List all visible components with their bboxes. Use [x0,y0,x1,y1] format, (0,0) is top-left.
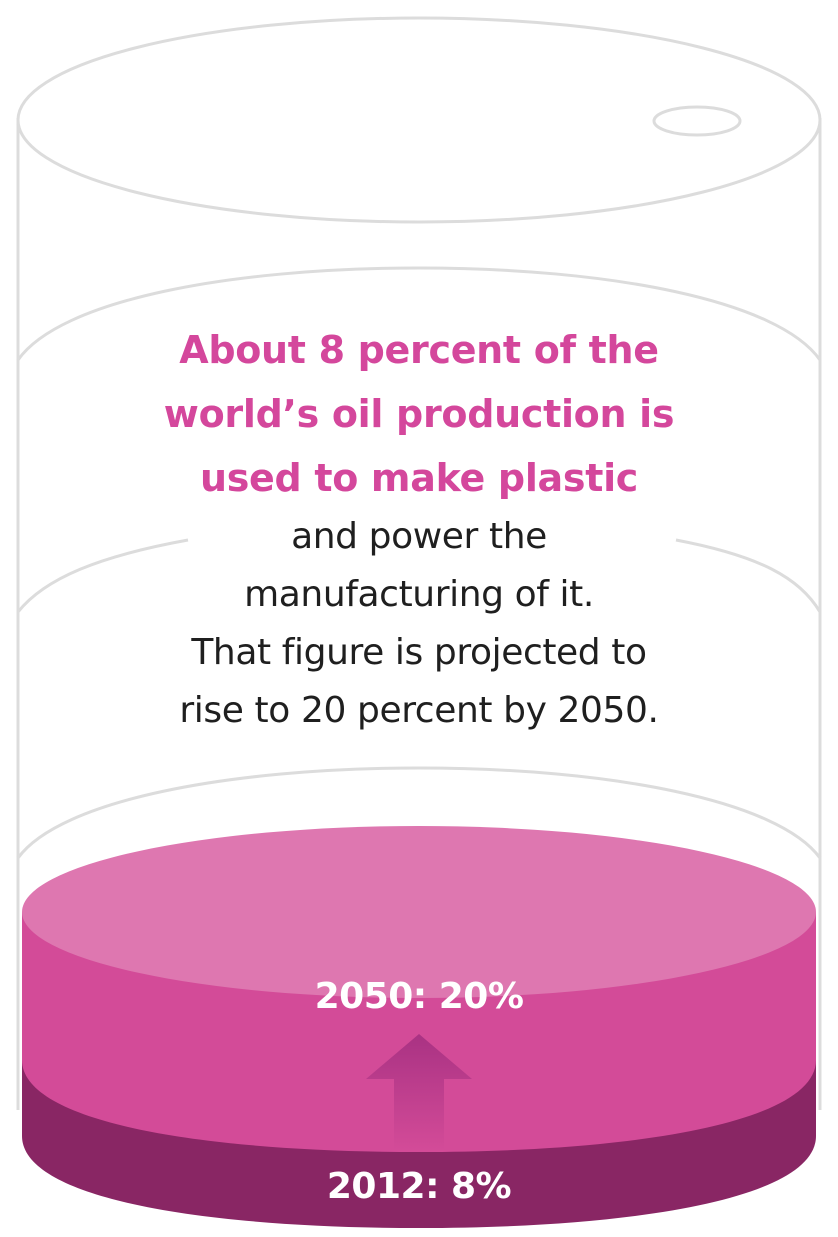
headline-line-1: About 8 percent of the [179,328,659,372]
barrel-ridge-middle-left [16,538,189,613]
level-2050-label: 2050: 20% [314,976,524,1017]
body-text: and power the manufacturing of it. That … [0,508,838,740]
barrel-lid [16,16,822,224]
headline-line-2: world’s oil production is [163,392,675,436]
level-2012-label: 2012: 8% [326,1166,512,1207]
barrel-ridge-upper [16,266,822,361]
headline: About 8 percent of the world’s oil produ… [0,318,838,510]
level-2050-surface [22,826,816,998]
barrel-ridge-middle-right [675,538,822,613]
body-line-2: manufacturing of it. [244,574,594,615]
barrel-outline [16,118,822,1110]
headline-line-3: used to make plastic [199,456,639,500]
body-line-1: and power the [291,516,547,557]
increase-arrow-icon [366,1034,472,1150]
body-line-3: That figure is projected to [191,632,647,673]
bung-hole-icon [652,105,742,137]
barrel-ridge-lower [16,766,822,859]
body-line-4: rise to 20 percent by 2050. [179,690,659,731]
